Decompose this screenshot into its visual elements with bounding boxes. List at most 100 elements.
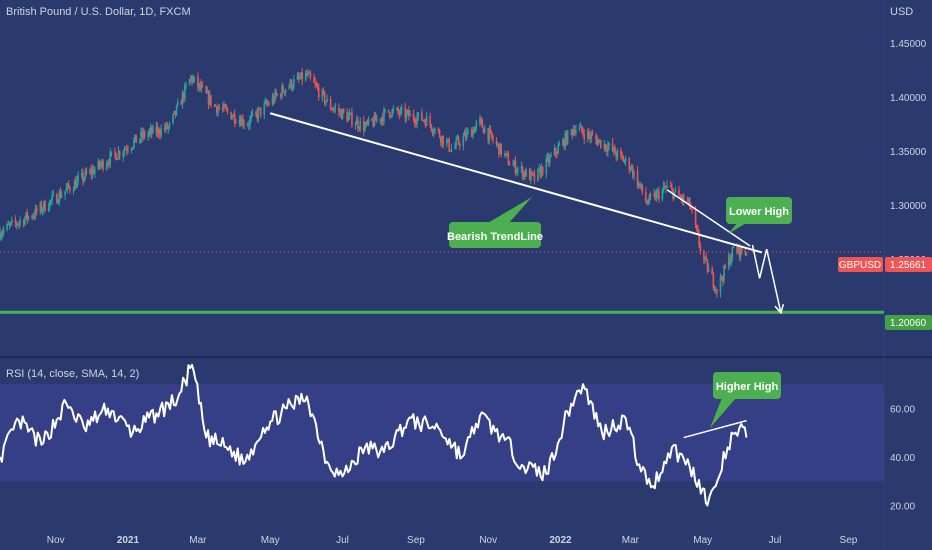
- candle-body: [462, 136, 465, 146]
- candle: [449, 150, 452, 153]
- candle-body: [289, 79, 292, 87]
- candle: [6, 222, 8, 232]
- candle: [473, 126, 475, 134]
- candle-body: [641, 184, 644, 193]
- candle: [703, 249, 705, 265]
- candle: [174, 110, 177, 119]
- candle-body: [99, 164, 102, 167]
- candle-body: [607, 146, 609, 152]
- candle-body: [629, 169, 632, 171]
- candle: [274, 88, 276, 104]
- candle: [124, 146, 127, 150]
- candle-body: [25, 212, 27, 219]
- candle: [381, 112, 384, 126]
- candle-body: [719, 276, 722, 293]
- candle: [575, 124, 577, 137]
- bearish-trendline-callout: Bearish TrendLine: [447, 197, 543, 248]
- candle-body: [623, 161, 626, 163]
- candle: [141, 127, 143, 143]
- candle-body: [646, 200, 648, 205]
- candle-body: [455, 139, 458, 146]
- candle: [321, 88, 324, 102]
- candle-body: [257, 108, 260, 119]
- candle-body: [251, 112, 254, 116]
- candle: [392, 105, 395, 114]
- candle-body: [82, 172, 84, 182]
- candle: [588, 127, 590, 140]
- candle-body: [135, 134, 138, 143]
- candle-body: [412, 113, 415, 120]
- candle: [695, 224, 698, 232]
- candle-body: [557, 146, 559, 154]
- candle-body: [554, 148, 557, 154]
- candle: [67, 180, 70, 189]
- candle-body: [143, 131, 146, 137]
- candle: [678, 185, 680, 196]
- candle: [455, 135, 458, 150]
- candle: [671, 182, 673, 193]
- candle: [406, 109, 409, 115]
- candle: [34, 204, 37, 221]
- candle: [379, 118, 382, 125]
- candle-body: [631, 166, 634, 177]
- candle: [417, 112, 420, 121]
- candle: [14, 215, 17, 228]
- candle-body: [421, 112, 423, 121]
- candle: [50, 199, 52, 206]
- candle-body: [490, 131, 493, 138]
- callout-pointer: [710, 398, 736, 428]
- candle-body: [56, 194, 58, 204]
- candle-body: [250, 115, 253, 119]
- candle: [216, 106, 218, 117]
- symbol-tag-box: [838, 257, 883, 272]
- candle-body: [409, 113, 411, 117]
- candle: [243, 119, 245, 130]
- candle-body: [299, 78, 301, 80]
- candle-body: [31, 216, 33, 218]
- trendline-label: Bearish TrendLine: [447, 231, 543, 243]
- candle: [553, 144, 556, 157]
- candle: [515, 167, 518, 175]
- candle-body: [674, 189, 677, 192]
- candle: [654, 190, 657, 201]
- candle: [135, 134, 138, 143]
- candle: [308, 71, 311, 74]
- candle: [180, 98, 183, 105]
- candle: [281, 82, 283, 99]
- candle-body: [422, 120, 424, 122]
- candle-body: [201, 85, 204, 87]
- candle-body: [624, 158, 627, 162]
- candle-body: [77, 176, 80, 180]
- candle-body: [688, 198, 691, 207]
- candle-body: [698, 233, 700, 246]
- candle: [630, 163, 633, 171]
- candle-body: [432, 132, 435, 134]
- candle-body: [440, 137, 442, 143]
- candle: [454, 142, 456, 150]
- candle: [122, 150, 125, 162]
- candle: [533, 169, 536, 185]
- candle-body: [406, 110, 409, 113]
- candle: [517, 166, 519, 177]
- candle-body: [39, 203, 42, 212]
- candle-body: [383, 109, 385, 122]
- candle-body: [189, 76, 192, 80]
- candle-body: [16, 224, 19, 226]
- candle: [688, 196, 691, 210]
- candle: [18, 220, 20, 230]
- candle: [731, 246, 734, 263]
- candle: [57, 199, 59, 205]
- candle-body: [317, 88, 320, 98]
- candle-body: [724, 265, 727, 269]
- candle-body: [373, 114, 376, 126]
- candle-body: [14, 219, 17, 223]
- candle-body: [246, 124, 249, 126]
- callout-box: [449, 222, 541, 248]
- candle-body: [76, 179, 78, 189]
- candle-body: [656, 191, 659, 193]
- candle-body: [681, 195, 684, 201]
- candle: [457, 135, 460, 146]
- candle-body: [504, 153, 506, 156]
- candle: [105, 160, 108, 171]
- candle-body: [597, 140, 600, 145]
